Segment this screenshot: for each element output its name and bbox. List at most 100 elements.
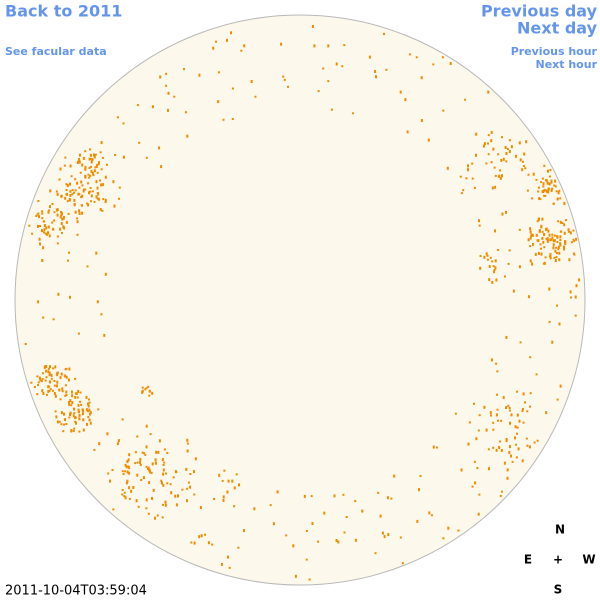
facular-link[interactable]: See facular data: [5, 45, 107, 58]
facula-dot: [529, 236, 532, 240]
facula-dot: [294, 574, 297, 578]
facula-dot: [127, 458, 130, 462]
facula-dot: [530, 235, 533, 237]
facula-dot: [558, 189, 561, 192]
facula-dot: [123, 491, 126, 494]
facula-dot: [559, 384, 562, 388]
facula-dot: [335, 539, 338, 542]
facula-dot: [162, 468, 165, 472]
facula-dot: [53, 384, 56, 387]
facula-dot: [220, 562, 223, 566]
facula-dot: [117, 439, 120, 443]
back-link[interactable]: Back to 2011: [5, 2, 122, 21]
facula-dot: [311, 522, 314, 525]
facula-dot: [515, 443, 518, 446]
facula-dot: [167, 91, 170, 95]
facula-dot: [45, 369, 48, 373]
facula-dot: [537, 190, 540, 193]
facula-dot: [541, 236, 544, 240]
facula-dot: [60, 211, 63, 213]
facula-dot: [82, 156, 85, 160]
solar-disk: [14, 14, 586, 586]
facula-dot: [156, 514, 159, 517]
facula-dot: [250, 80, 253, 83]
facula-dot: [84, 174, 87, 178]
facula-dot: [199, 506, 202, 509]
previous-hour-link[interactable]: Previous hour: [511, 45, 598, 58]
facula-dot: [173, 95, 176, 98]
facula-dot: [163, 448, 166, 451]
facula-dot: [128, 453, 131, 457]
facula-dot: [506, 476, 509, 480]
facula-dot: [493, 270, 496, 274]
next-hour-link[interactable]: Next hour: [536, 58, 598, 71]
facula-dot: [547, 169, 549, 173]
facula-dot: [563, 201, 566, 205]
facula-dot: [483, 144, 485, 148]
facula-dot: [488, 278, 491, 282]
next-day-link[interactable]: Next day: [517, 19, 598, 38]
facula-dot: [541, 177, 544, 180]
facula-dot: [540, 225, 543, 229]
facula-dot: [80, 204, 83, 207]
facula-dot: [310, 495, 313, 498]
facula-dot: [282, 75, 285, 78]
facula-dot: [457, 529, 460, 532]
facula-dot: [56, 380, 59, 384]
facula-dot: [531, 262, 534, 266]
facula-dot: [77, 332, 80, 335]
facula-dot: [537, 251, 540, 255]
previous-day-link[interactable]: Previous day: [481, 2, 598, 21]
facula-dot: [563, 247, 566, 251]
facula-dot: [505, 210, 507, 214]
facula-dot: [212, 46, 215, 50]
facula-dot: [43, 224, 46, 227]
facula-dot: [342, 493, 345, 496]
facula-dot: [502, 396, 505, 400]
facula-dot: [136, 461, 139, 464]
facula-dot: [557, 245, 560, 249]
facula-dot: [97, 163, 100, 166]
facula-dot: [158, 146, 161, 150]
facula-dot: [322, 67, 325, 70]
facula-dot: [160, 479, 163, 482]
facula-dot: [572, 229, 575, 232]
facula-dot: [41, 259, 44, 262]
facula-dot: [148, 389, 151, 393]
facula-dot: [492, 446, 495, 449]
facula-dot: [87, 402, 90, 406]
facula-dot: [73, 427, 76, 430]
facula-dot: [204, 533, 206, 536]
facula-dot: [41, 229, 43, 233]
facula-dot: [47, 231, 50, 235]
facula-dot: [43, 228, 46, 232]
facula-dot: [525, 437, 528, 440]
facula-dot: [161, 458, 164, 462]
facula-dot: [159, 75, 162, 79]
facula-dot: [462, 189, 465, 192]
facula-dot: [145, 387, 148, 390]
facula-dot: [148, 468, 151, 471]
facula-dot: [121, 470, 124, 473]
facula-dot: [118, 186, 121, 189]
facula-dot: [500, 158, 503, 162]
facula-dot: [82, 189, 85, 193]
facula-dot: [47, 370, 50, 374]
facula-dot: [65, 189, 68, 191]
facula-dot: [549, 252, 552, 256]
facula-dot: [231, 118, 234, 120]
facula-dot: [76, 220, 79, 224]
facula-dot: [186, 499, 188, 503]
facula-dot: [507, 404, 510, 407]
facula-dot: [471, 177, 474, 180]
facula-dot: [516, 413, 519, 417]
facula-dot: [518, 419, 521, 423]
facula-dot: [121, 493, 124, 496]
facula-dot: [497, 175, 500, 178]
facula-dot: [190, 541, 193, 544]
facula-dot: [483, 255, 486, 259]
facula-dot: [152, 488, 155, 492]
facula-dot: [554, 179, 557, 183]
facula-dot: [72, 429, 75, 432]
facula-dot: [211, 543, 214, 546]
